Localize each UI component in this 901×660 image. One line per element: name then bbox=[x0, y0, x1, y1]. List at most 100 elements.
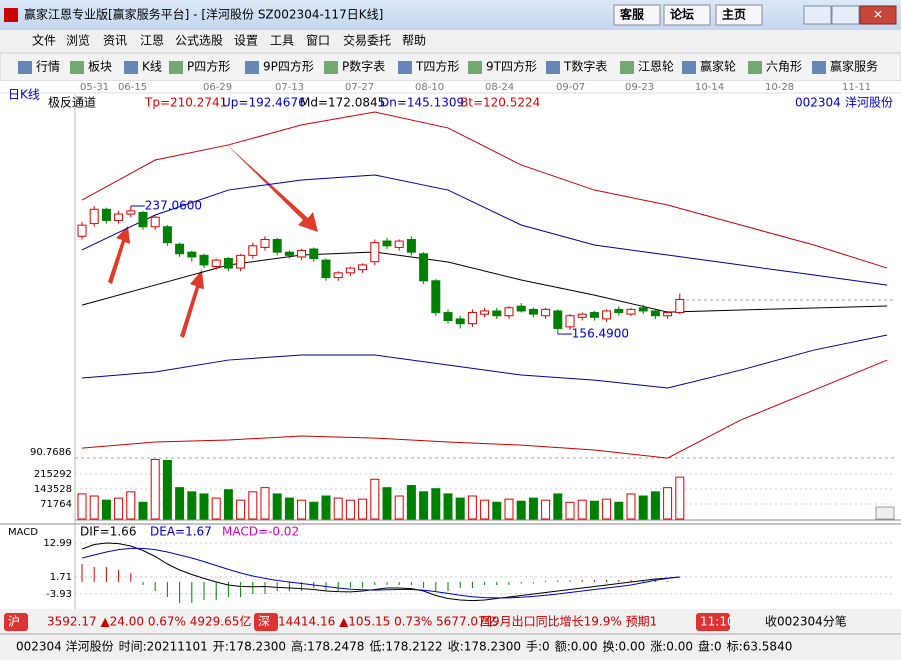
status-field: 开:178.2300 bbox=[213, 640, 286, 654]
volume-bar bbox=[382, 487, 392, 520]
tool-label[interactable]: 六角形 bbox=[766, 60, 802, 74]
indicator-value: Tp=210.2741 bbox=[144, 96, 227, 110]
candle-body bbox=[419, 253, 429, 282]
link-button[interactable] bbox=[715, 4, 763, 26]
volume-bar bbox=[162, 459, 172, 520]
close[interactable] bbox=[859, 5, 897, 25]
menu-item[interactable]: 文件 bbox=[32, 33, 56, 48]
candle-body bbox=[480, 310, 490, 315]
menu-item[interactable]: 帮助 bbox=[402, 34, 426, 48]
tool-icon bbox=[70, 61, 84, 74]
volume-bar bbox=[138, 501, 148, 520]
candle-body bbox=[211, 259, 221, 267]
candle-body bbox=[516, 305, 526, 312]
date-label: 06-15 bbox=[118, 82, 147, 93]
date-label: 10-14 bbox=[695, 82, 724, 93]
volume-bar bbox=[309, 501, 319, 520]
annotation-label: 156.4900 bbox=[572, 327, 629, 341]
candle-body bbox=[455, 318, 465, 325]
tool-icon bbox=[748, 61, 762, 74]
volume-bar bbox=[345, 499, 355, 520]
tool-label[interactable]: 9P四方形 bbox=[263, 59, 314, 74]
tool-label[interactable]: 行情 bbox=[36, 60, 60, 74]
stock-name: 洋河股份 bbox=[845, 95, 893, 110]
indicator-name: 极反通道 bbox=[48, 96, 96, 110]
candle-body bbox=[187, 251, 197, 258]
annotation-arrows bbox=[108, 143, 318, 338]
link-label[interactable]: 论坛 bbox=[670, 7, 694, 22]
menu-item[interactable]: 浏览 bbox=[66, 33, 90, 48]
status-text: 3592.17 ▲24.00 0.67% 4929.65亿 bbox=[47, 614, 251, 629]
status-field: 盘:0 bbox=[698, 639, 722, 654]
candle-body bbox=[138, 211, 148, 228]
date-label: 11-11 bbox=[842, 82, 871, 93]
link-button[interactable] bbox=[663, 4, 711, 26]
link-button[interactable] bbox=[613, 4, 661, 26]
date-label: 09-07 bbox=[556, 82, 585, 93]
maximize[interactable] bbox=[831, 5, 860, 25]
candle-body bbox=[553, 310, 563, 329]
candle-body bbox=[626, 308, 636, 315]
indicator-value: Up=192.4676 bbox=[222, 96, 306, 110]
candle-body bbox=[284, 251, 294, 256]
menu-item[interactable]: 江恩 bbox=[140, 34, 164, 48]
menu-item[interactable]: 设置 bbox=[234, 34, 258, 48]
date-label: 09-23 bbox=[625, 82, 654, 93]
minimize[interactable] bbox=[803, 5, 832, 25]
volume-bar bbox=[419, 491, 429, 520]
tool-icon bbox=[546, 61, 560, 74]
candle-body bbox=[150, 216, 160, 228]
badge bbox=[696, 613, 730, 631]
tool-label[interactable]: 9T四方形 bbox=[486, 59, 537, 74]
volume-bar bbox=[443, 493, 453, 520]
scroll-button[interactable] bbox=[875, 506, 895, 520]
menu-item[interactable]: 窗口 bbox=[306, 34, 330, 48]
macd-title: MACD bbox=[8, 527, 38, 538]
tool-label[interactable]: 赢家服务 bbox=[830, 59, 878, 74]
indicator-value: Bt=120.5224 bbox=[460, 96, 540, 110]
status-field: 002304 洋河股份 bbox=[16, 639, 114, 654]
status-field: 时间:20211101 bbox=[119, 640, 208, 654]
link-label[interactable]: 主页 bbox=[722, 7, 746, 22]
tool-label[interactable]: 江恩轮 bbox=[638, 60, 674, 74]
tool-label[interactable]: T数字表 bbox=[563, 59, 607, 74]
menu-item[interactable]: 资讯 bbox=[103, 34, 127, 48]
candle-body bbox=[114, 213, 124, 221]
volume-bar bbox=[187, 491, 197, 520]
arrow bbox=[180, 270, 204, 338]
volume-bar bbox=[150, 458, 160, 520]
menu-item[interactable]: 工具 bbox=[270, 34, 294, 48]
candle-body bbox=[394, 240, 404, 248]
tool-icon bbox=[682, 61, 696, 74]
y-tick-label: 12.99 bbox=[43, 538, 72, 549]
y-tick-label: 143528 bbox=[34, 484, 72, 495]
candle-body bbox=[309, 248, 319, 260]
link-label[interactable]: 客服 bbox=[619, 7, 645, 22]
menu-item[interactable]: 交易委托 bbox=[343, 33, 391, 48]
tool-icon bbox=[398, 61, 412, 74]
tool-label[interactable]: 板块 bbox=[88, 60, 112, 74]
candle-body bbox=[101, 208, 111, 221]
status-field: 额:0.00 bbox=[555, 640, 598, 654]
candle-body bbox=[443, 312, 453, 321]
volume-bar bbox=[101, 499, 111, 520]
status-field: 涨:0.00 bbox=[650, 639, 693, 654]
volume-bar bbox=[394, 495, 404, 520]
candle-body bbox=[199, 254, 209, 266]
y-tick-label: -3.93 bbox=[46, 589, 72, 600]
indicator-value: Md=172.0845 bbox=[300, 96, 385, 110]
tool-label[interactable]: 赢家轮 bbox=[700, 59, 736, 74]
tool-label[interactable]: P数字表 bbox=[342, 59, 385, 74]
candle-body bbox=[260, 238, 270, 248]
volume-bar bbox=[626, 493, 636, 520]
volume-bar bbox=[553, 493, 563, 520]
menu-item[interactable]: 公式选股 bbox=[175, 34, 223, 48]
tool-icon bbox=[812, 61, 826, 74]
menu-bar bbox=[0, 30, 901, 52]
tool-label[interactable]: T四方形 bbox=[415, 59, 459, 74]
tool-label[interactable]: P四方形 bbox=[187, 59, 230, 74]
candle-body bbox=[162, 226, 172, 244]
tool-label[interactable]: K线 bbox=[142, 60, 162, 74]
chart-area bbox=[0, 81, 901, 609]
